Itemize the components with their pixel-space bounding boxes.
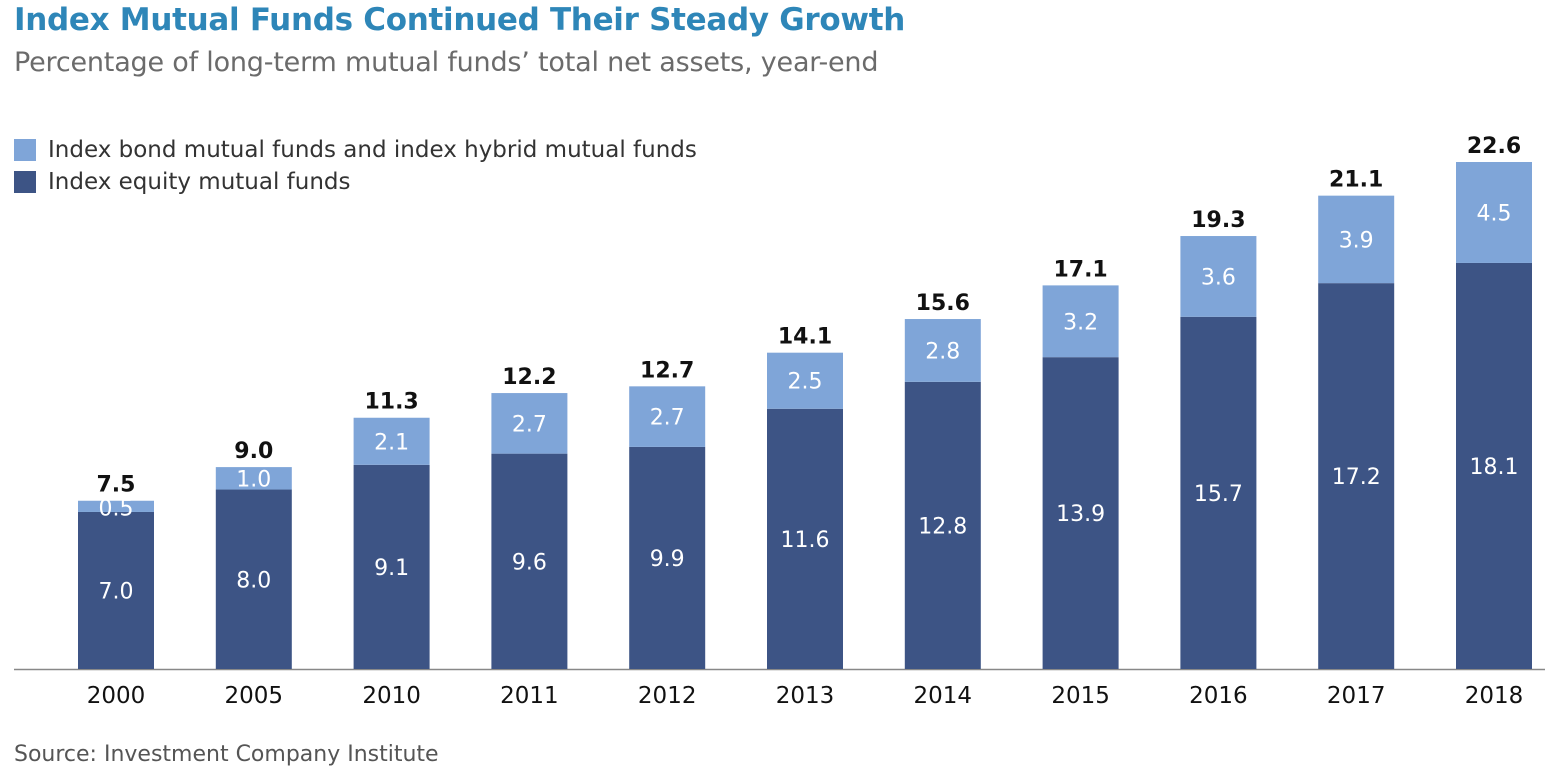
x-tick-label-2016: 2016 xyxy=(1189,683,1248,709)
data-label-equity-2017: 17.2 xyxy=(1332,465,1381,490)
data-label-total-2013: 14.1 xyxy=(778,325,832,350)
data-label-equity-2012: 9.9 xyxy=(650,547,685,572)
bar-bond-hybrid-2010 xyxy=(353,417,430,465)
data-label-total-2000: 7.5 xyxy=(97,473,136,498)
bar-bond-hybrid-2015 xyxy=(1042,285,1119,358)
data-label-bond-hybrid-2005: 1.0 xyxy=(236,467,271,492)
data-label-bond-hybrid-2000: 0.5 xyxy=(99,497,134,522)
bar-bond-hybrid-2005 xyxy=(215,467,292,490)
bar-bond-hybrid-2018 xyxy=(1456,162,1532,263)
x-tick-label-2015: 2015 xyxy=(1051,683,1110,709)
chart-legend: Index bond mutual funds and index hybrid… xyxy=(14,134,697,198)
data-label-total-2018: 22.6 xyxy=(1467,134,1521,159)
bar-bond-hybrid-2012 xyxy=(629,386,706,447)
bar-equity-2011 xyxy=(491,453,568,669)
x-tick-label-2000: 2000 xyxy=(87,683,146,709)
data-label-equity-2014: 12.8 xyxy=(918,514,967,539)
bar-equity-2016 xyxy=(1180,316,1257,669)
bar-equity-2015 xyxy=(1042,357,1119,669)
data-label-total-2011: 12.2 xyxy=(502,365,556,390)
data-label-total-2017: 21.1 xyxy=(1329,168,1383,193)
x-tick-label-2017: 2017 xyxy=(1327,683,1386,709)
legend-swatch-bond-hybrid xyxy=(14,139,36,161)
bar-bond-hybrid-2016 xyxy=(1180,236,1257,317)
chart-subtitle: Percentage of long-term mutual funds’ to… xyxy=(14,47,879,78)
bar-equity-2012 xyxy=(629,446,706,669)
data-label-bond-hybrid-2017: 3.9 xyxy=(1339,228,1374,253)
data-label-bond-hybrid-2014: 2.8 xyxy=(925,339,960,364)
data-label-bond-hybrid-2013: 2.5 xyxy=(788,370,823,395)
bar-equity-2005 xyxy=(215,489,292,669)
data-label-bond-hybrid-2011: 2.7 xyxy=(512,412,547,437)
data-label-equity-2015: 13.9 xyxy=(1056,502,1105,527)
legend-label-bond-hybrid: Index bond mutual funds and index hybrid… xyxy=(48,137,697,163)
bar-bond-hybrid-2014 xyxy=(904,319,981,382)
bar-equity-2017 xyxy=(1318,283,1395,669)
data-label-bond-hybrid-2015: 3.2 xyxy=(1063,310,1098,335)
bar-equity-2018 xyxy=(1456,262,1532,669)
data-label-bond-hybrid-2010: 2.1 xyxy=(374,430,409,455)
x-tick-label-2014: 2014 xyxy=(914,683,973,709)
x-tick-label-2018: 2018 xyxy=(1465,683,1524,709)
data-label-equity-2000: 7.0 xyxy=(99,579,134,604)
bar-bond-hybrid-2017 xyxy=(1318,195,1395,284)
legend-item-bond-hybrid: Index bond mutual funds and index hybrid… xyxy=(14,134,697,166)
data-label-equity-2005: 8.0 xyxy=(236,568,271,593)
x-tick-label-2011: 2011 xyxy=(500,683,559,709)
legend-item-equity: Index equity mutual funds xyxy=(14,166,697,198)
x-tick-label-2012: 2012 xyxy=(638,683,697,709)
bar-equity-2000 xyxy=(78,511,154,669)
data-label-bond-hybrid-2012: 2.7 xyxy=(650,406,685,431)
data-label-total-2015: 17.1 xyxy=(1053,257,1107,282)
x-tick-label-2005: 2005 xyxy=(225,683,284,709)
data-label-total-2010: 11.3 xyxy=(364,390,418,415)
bar-equity-2014 xyxy=(904,381,981,669)
data-label-equity-2013: 11.6 xyxy=(781,528,830,553)
legend-swatch-equity xyxy=(14,171,36,193)
data-label-total-2014: 15.6 xyxy=(916,291,970,316)
data-label-equity-2010: 9.1 xyxy=(374,556,409,581)
bar-equity-2013 xyxy=(767,408,843,669)
data-label-total-2016: 19.3 xyxy=(1191,208,1245,233)
data-label-equity-2011: 9.6 xyxy=(512,550,547,575)
bar-bond-hybrid-2000 xyxy=(78,500,154,512)
bar-bond-hybrid-2011 xyxy=(491,393,568,454)
bar-equity-2010 xyxy=(353,464,430,669)
data-label-bond-hybrid-2016: 3.6 xyxy=(1201,265,1236,290)
source-note: Source: Investment Company Institute xyxy=(14,742,439,767)
data-label-equity-2016: 15.7 xyxy=(1194,482,1243,507)
legend-label-equity: Index equity mutual funds xyxy=(48,169,351,195)
data-label-equity-2018: 18.1 xyxy=(1470,455,1519,480)
bar-bond-hybrid-2013 xyxy=(767,352,843,409)
data-label-total-2005: 9.0 xyxy=(234,439,273,464)
chart-title: Index Mutual Funds Continued Their Stead… xyxy=(14,2,906,38)
x-tick-label-2013: 2013 xyxy=(776,683,835,709)
data-label-total-2012: 12.7 xyxy=(640,358,694,383)
x-tick-label-2010: 2010 xyxy=(362,683,421,709)
data-label-bond-hybrid-2018: 4.5 xyxy=(1477,201,1512,226)
